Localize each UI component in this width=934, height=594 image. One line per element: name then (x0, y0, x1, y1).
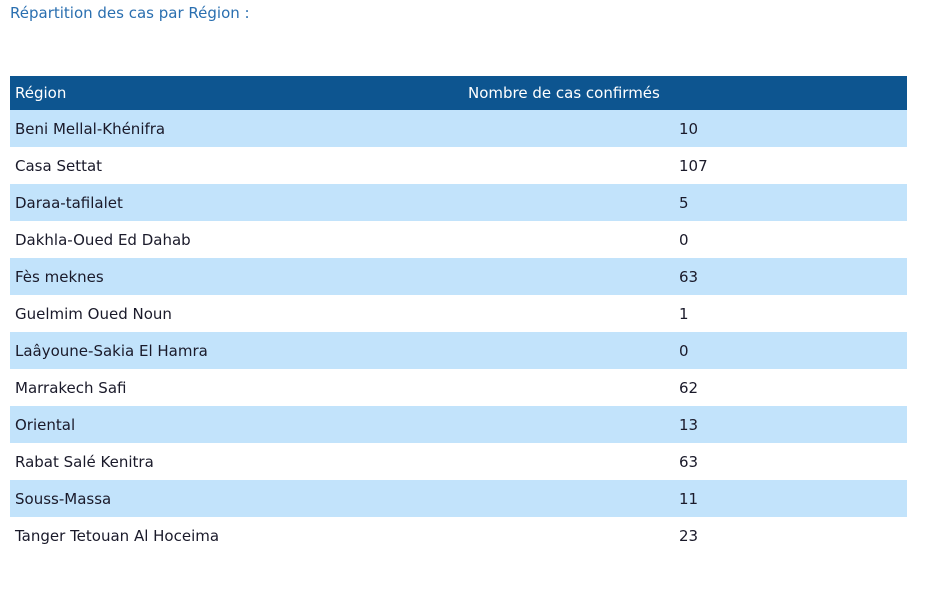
table-row: Oriental 13 (10, 406, 907, 443)
region-cell: Fès meknes (10, 258, 463, 295)
table-row: Laâyoune-Sakia El Hamra 0 (10, 332, 907, 369)
region-cell: Dakhla-Oued Ed Dahab (10, 221, 463, 258)
region-cell: Souss-Massa (10, 480, 463, 517)
table-row: Beni Mellal-Khénifra 10 (10, 110, 907, 147)
table-row: Daraa-tafilalet 5 (10, 184, 907, 221)
count-cell: 63 (463, 258, 907, 295)
region-cell: Beni Mellal-Khénifra (10, 110, 463, 147)
region-cell: Laâyoune-Sakia El Hamra (10, 332, 463, 369)
table-row: Marrakech Safi 62 (10, 369, 907, 406)
count-cell: 0 (463, 221, 907, 258)
table-row: Rabat Salé Kenitra 63 (10, 443, 907, 480)
count-cell: 0 (463, 332, 907, 369)
count-cell: 10 (463, 110, 907, 147)
count-cell: 5 (463, 184, 907, 221)
table-row: Casa Settat 107 (10, 147, 907, 184)
table-body: Beni Mellal-Khénifra 10 Casa Settat 107 … (10, 110, 907, 554)
table-row: Tanger Tetouan Al Hoceima 23 (10, 517, 907, 554)
region-cell: Casa Settat (10, 147, 463, 184)
table-row: Guelmim Oued Noun 1 (10, 295, 907, 332)
count-column-header: Nombre de cas confirmés (463, 76, 907, 110)
count-cell: 107 (463, 147, 907, 184)
table-row: Dakhla-Oued Ed Dahab 0 (10, 221, 907, 258)
table-row: Fès meknes 63 (10, 258, 907, 295)
region-cell: Guelmim Oued Noun (10, 295, 463, 332)
region-cell: Marrakech Safi (10, 369, 463, 406)
cases-by-region-table: Région Nombre de cas confirmés Beni Mell… (10, 76, 907, 554)
region-cell: Tanger Tetouan Al Hoceima (10, 517, 463, 554)
region-cell: Daraa-tafilalet (10, 184, 463, 221)
count-cell: 1 (463, 295, 907, 332)
table-row: Souss-Massa 11 (10, 480, 907, 517)
region-cell: Oriental (10, 406, 463, 443)
region-column-header: Région (10, 76, 463, 110)
table-header: Région Nombre de cas confirmés (10, 76, 907, 110)
count-cell: 23 (463, 517, 907, 554)
region-cell: Rabat Salé Kenitra (10, 443, 463, 480)
count-cell: 63 (463, 443, 907, 480)
page-heading: Répartition des cas par Région : (10, 4, 250, 22)
count-cell: 62 (463, 369, 907, 406)
table-header-row: Région Nombre de cas confirmés (10, 76, 907, 110)
count-cell: 11 (463, 480, 907, 517)
count-cell: 13 (463, 406, 907, 443)
